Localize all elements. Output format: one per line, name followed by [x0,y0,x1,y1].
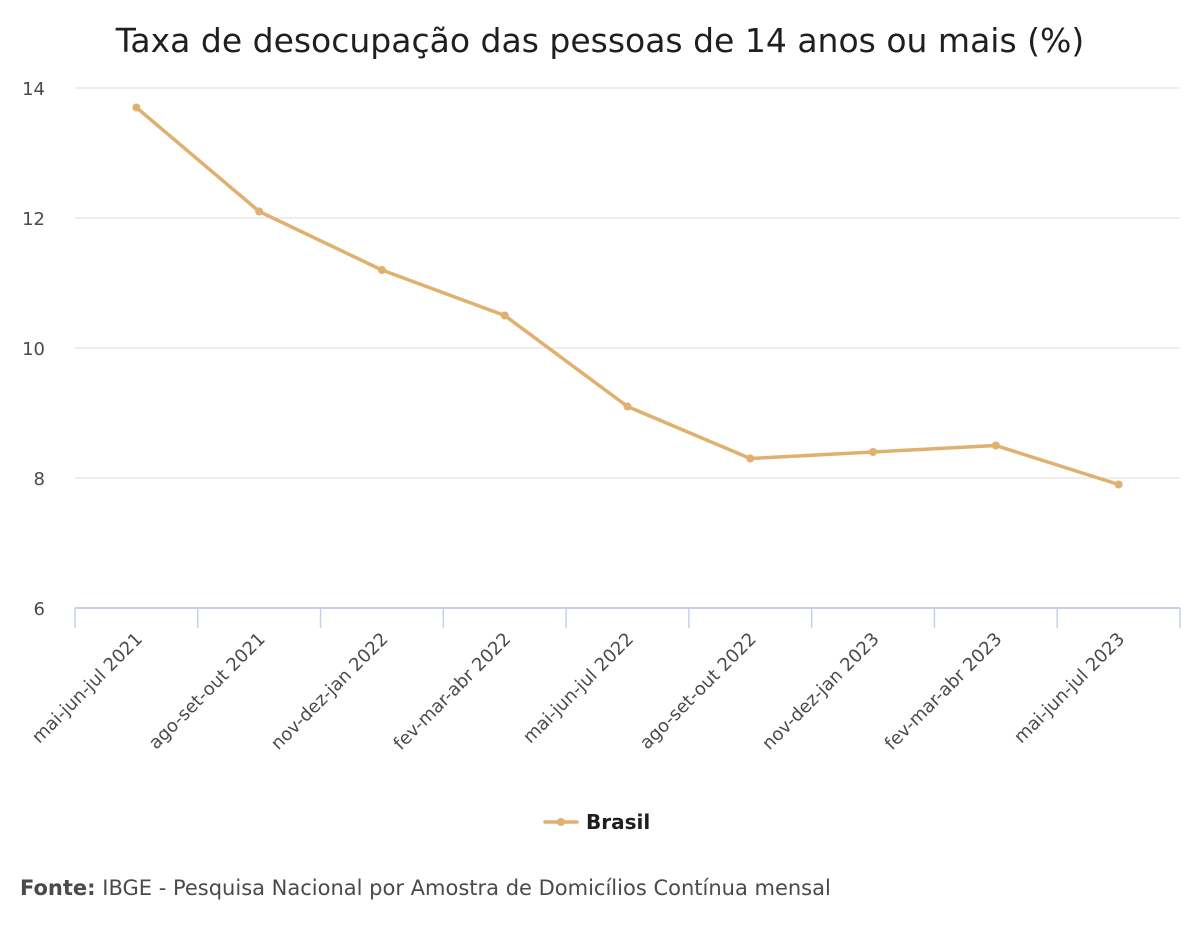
x-tick-label: mai-jun-jul 2023 [1010,629,1129,748]
series-line [134,105,1121,487]
source-note: Fonte: IBGE - Pesquisa Nacional por Amos… [20,876,831,900]
y-tick-label: 12 [22,209,45,230]
x-tick-label: mai-jun-jul 2022 [519,629,638,748]
data-point[interactable] [500,311,509,320]
x-tick-label: mai-jun-jul 2021 [28,629,147,748]
y-tick-label: 14 [22,79,45,100]
data-point[interactable] [132,103,141,112]
x-tick-label: nov-dez-jan 2023 [758,629,884,755]
data-point[interactable] [746,454,755,463]
x-tick-label: ago-set-out 2021 [145,629,270,754]
data-point[interactable] [1114,480,1123,489]
data-point[interactable] [623,402,632,411]
legend[interactable]: Brasil [543,810,650,834]
data-point[interactable] [869,448,878,456]
gridlines [75,87,1180,479]
legend-label[interactable]: Brasil [586,810,650,834]
y-tick-label: 8 [34,469,45,490]
x-tick-label: fev-mar-abr 2022 [390,629,516,755]
y-axis: 6 8 10 12 14 [22,79,45,620]
x-tick-label: fev-mar-abr 2023 [881,629,1007,755]
legend-marker-symbol [557,818,565,826]
y-tick-label: 10 [22,339,45,360]
source-label: Fonte: [20,876,96,900]
data-point[interactable] [991,441,1000,450]
series-layer [132,103,1123,489]
data-point[interactable] [377,266,386,274]
data-point[interactable] [255,207,264,216]
x-tick-label: nov-dez-jan 2022 [267,629,393,755]
source-text: IBGE - Pesquisa Nacional por Amostra de … [102,876,831,900]
y-tick-label: 6 [34,599,45,620]
x-tick-label: ago-set-out 2022 [636,629,761,754]
chart-title: Taxa de desocupação das pessoas de 14 an… [115,21,1085,60]
